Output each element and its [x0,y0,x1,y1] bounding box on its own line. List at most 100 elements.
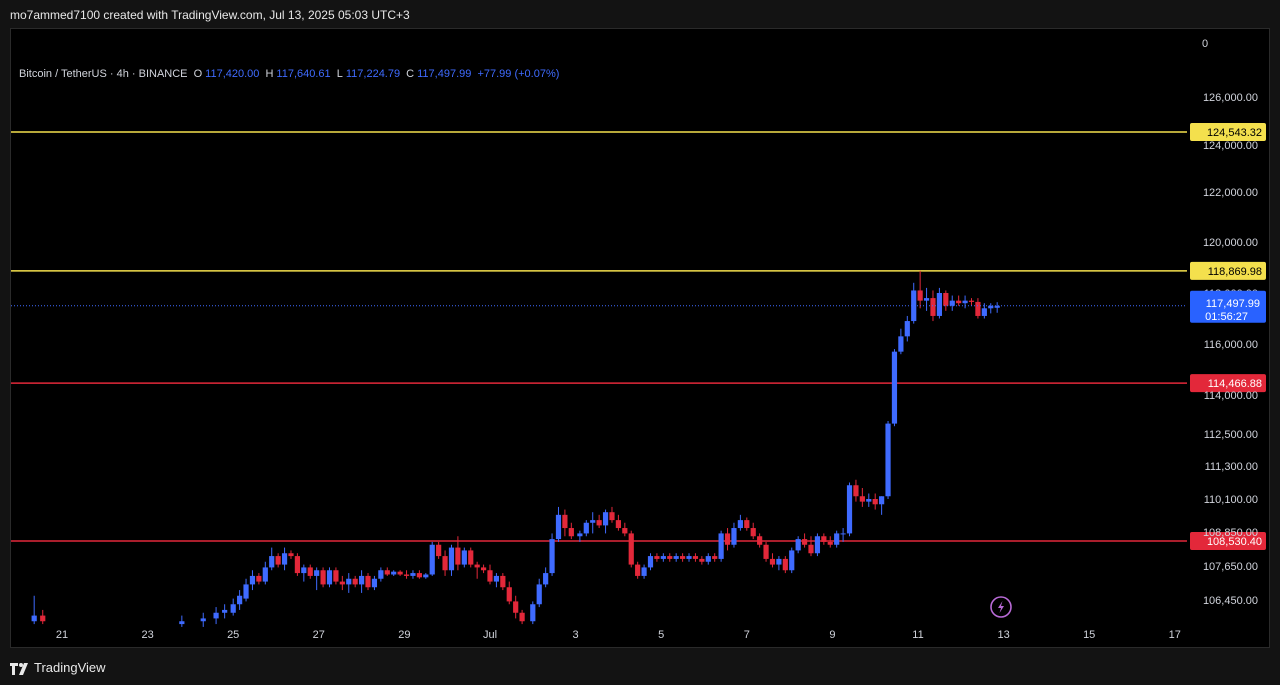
candle[interactable] [853,479,859,502]
candle[interactable] [911,282,917,324]
candle[interactable] [339,575,345,591]
candle[interactable] [256,573,262,585]
candle[interactable] [416,570,422,579]
candle[interactable] [448,544,455,576]
candle[interactable] [981,303,987,319]
candle[interactable] [487,564,493,585]
candle[interactable] [635,561,641,579]
candle[interactable] [699,556,705,565]
candle[interactable] [403,570,410,579]
candle[interactable] [31,595,37,625]
candle[interactable] [808,536,814,557]
candle[interactable] [731,522,737,548]
candle[interactable] [872,493,878,510]
candle[interactable] [827,536,833,548]
candle[interactable] [40,609,46,625]
candle[interactable] [365,573,371,591]
candle[interactable] [519,609,525,625]
candle[interactable] [622,522,628,537]
candle[interactable] [359,570,365,593]
symbol-title[interactable]: Bitcoin / TetherUS · 4h · BINANCE [19,68,188,80]
candle[interactable] [179,615,185,627]
candle[interactable] [262,561,268,585]
candle[interactable] [577,530,583,542]
candle[interactable] [885,421,891,499]
candle[interactable] [795,536,801,554]
candle[interactable] [568,522,574,540]
candle[interactable] [628,530,634,568]
candle[interactable] [555,506,562,542]
candle[interactable] [789,547,795,574]
candle[interactable] [423,573,429,579]
candle[interactable] [513,595,519,619]
candle[interactable] [917,270,923,309]
candle[interactable] [307,564,313,579]
candle[interactable] [436,541,442,559]
candle[interactable] [371,575,378,591]
candle[interactable] [712,553,718,562]
candle[interactable] [281,547,288,571]
candle[interactable] [615,514,621,531]
candle[interactable] [968,298,975,306]
candle[interactable] [975,298,981,319]
candle[interactable] [378,567,384,582]
candle[interactable] [506,581,512,605]
candle[interactable] [923,287,930,311]
candle[interactable] [549,533,555,576]
candle[interactable] [859,488,865,507]
candle[interactable] [474,561,480,579]
candle[interactable] [530,601,536,625]
candle[interactable] [782,556,788,574]
candle[interactable] [352,575,358,588]
candle[interactable] [455,536,461,571]
candle[interactable] [391,570,397,576]
candle[interactable] [936,287,942,319]
candle[interactable] [840,528,846,542]
candle[interactable] [243,578,249,602]
candle[interactable] [692,553,699,562]
candle[interactable] [590,512,596,534]
candle[interactable] [680,553,686,562]
candle[interactable] [641,564,647,579]
candle[interactable] [320,567,326,588]
candle[interactable] [326,567,333,588]
candle[interactable] [222,604,228,619]
candle[interactable] [667,553,673,562]
candle[interactable] [718,530,724,562]
candle[interactable] [213,607,219,625]
candle[interactable] [776,556,782,571]
candle[interactable] [275,553,281,568]
candle[interactable] [750,522,756,540]
candle[interactable] [904,315,910,342]
candle[interactable] [846,482,853,537]
candle[interactable] [814,533,821,557]
candle[interactable] [314,567,320,591]
candle[interactable] [602,509,609,534]
candle[interactable] [249,570,256,591]
candle[interactable] [898,328,904,355]
candle[interactable] [724,528,731,551]
candle[interactable] [596,514,602,529]
candle[interactable] [237,590,243,610]
candle[interactable] [647,553,654,571]
candle[interactable] [962,295,968,309]
candle[interactable] [660,553,666,562]
candle[interactable] [737,514,743,531]
candle[interactable] [461,547,467,568]
candle[interactable] [834,530,840,548]
candle[interactable] [866,493,872,507]
candle[interactable] [410,570,416,579]
candle[interactable] [543,567,549,588]
alert-flash-icon[interactable] [990,596,1012,618]
candle[interactable] [994,302,1000,313]
candle[interactable] [583,520,589,537]
candle[interactable] [757,533,763,548]
candle[interactable] [200,612,206,627]
tradingview-brand[interactable]: TradingView [10,660,106,675]
candle[interactable] [686,553,692,562]
candle[interactable] [654,553,660,562]
candle[interactable] [230,598,236,616]
candle[interactable] [705,553,711,565]
candle[interactable] [536,578,542,608]
